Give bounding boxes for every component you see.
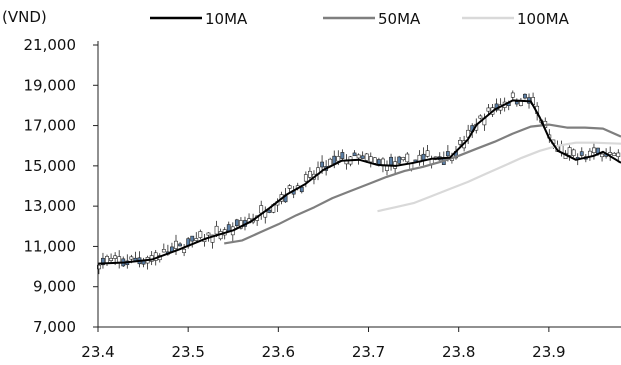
candle-up bbox=[486, 107, 491, 112]
y-tick-label: 11,000 bbox=[24, 237, 77, 255]
candle-up bbox=[600, 153, 604, 158]
candle-up bbox=[405, 153, 410, 163]
candle-up bbox=[194, 238, 199, 241]
candle-down bbox=[226, 224, 231, 232]
candle-up bbox=[385, 165, 389, 171]
candle-up bbox=[592, 147, 596, 153]
candle-up bbox=[97, 264, 101, 270]
series-line-10ma bbox=[97, 99, 621, 265]
candle-up bbox=[198, 231, 203, 238]
series-line-100ma bbox=[377, 141, 621, 213]
candle-up bbox=[206, 232, 211, 236]
candle-down bbox=[352, 152, 357, 157]
candle-up bbox=[368, 156, 373, 163]
candle-down bbox=[360, 155, 365, 159]
candle-up bbox=[336, 156, 341, 162]
candle-up bbox=[425, 150, 430, 157]
moving-average-lines bbox=[97, 99, 621, 265]
x-tick-label: 23.7 bbox=[352, 343, 385, 361]
candle-up bbox=[214, 225, 219, 235]
candle-up bbox=[303, 174, 308, 182]
candle-up bbox=[510, 92, 515, 98]
candle-up bbox=[129, 256, 134, 260]
candle-up bbox=[401, 157, 406, 161]
candle-down bbox=[299, 186, 304, 193]
candle-up bbox=[608, 152, 613, 155]
legend-label-50ma: 50MA bbox=[378, 10, 421, 28]
candle-up bbox=[372, 157, 377, 164]
candle-up bbox=[458, 139, 462, 145]
candle-down bbox=[445, 151, 450, 157]
candle-down bbox=[514, 101, 519, 105]
x-tick-label: 23.9 bbox=[532, 343, 565, 361]
candle-up bbox=[571, 149, 576, 156]
series-line-50ma bbox=[224, 123, 621, 245]
candle-up bbox=[616, 152, 621, 157]
y-tick-label: 15,000 bbox=[24, 157, 77, 175]
y-tick-label: 13,000 bbox=[24, 197, 77, 215]
y-tick-label: 17,000 bbox=[24, 117, 77, 135]
candle-up bbox=[161, 249, 166, 253]
candle-up bbox=[356, 154, 361, 159]
x-tick-label: 23.8 bbox=[442, 343, 475, 361]
x-tick-label: 23.4 bbox=[81, 343, 114, 361]
candle-down bbox=[234, 219, 239, 227]
candle-down bbox=[523, 93, 527, 99]
candle-down bbox=[332, 155, 337, 165]
x-tick-label: 23.5 bbox=[171, 343, 204, 361]
candle-down bbox=[579, 151, 584, 156]
candle-down bbox=[101, 257, 105, 266]
legend-label-10ma: 10MA bbox=[205, 10, 248, 28]
legend: 10MA 50MA 100MA bbox=[150, 10, 570, 28]
candle-up bbox=[210, 234, 215, 243]
y-axis-unit-label: (VND) bbox=[2, 8, 47, 26]
candle-down bbox=[320, 161, 324, 168]
y-tick-label: 19,000 bbox=[24, 76, 77, 94]
legend-label-100ma: 100MA bbox=[517, 10, 570, 28]
candle-up bbox=[117, 256, 122, 263]
candle-up bbox=[174, 240, 178, 249]
candle-down bbox=[389, 156, 393, 166]
candle-up bbox=[567, 147, 572, 156]
candle-up bbox=[308, 170, 312, 178]
candle-up bbox=[109, 257, 113, 261]
candle-down bbox=[178, 243, 182, 247]
candle-up bbox=[612, 152, 617, 156]
candle-down bbox=[267, 209, 272, 213]
axes: 7,000 9,000 11,000 13,000 15,000 17,000 19,000… bbox=[24, 36, 621, 361]
candle-up bbox=[239, 220, 243, 229]
candle-up bbox=[259, 205, 264, 214]
y-tick-label: 9,000 bbox=[33, 278, 76, 296]
x-tick-label: 23.6 bbox=[262, 343, 295, 361]
candle-up bbox=[364, 153, 369, 161]
candle-down bbox=[340, 152, 345, 159]
candle-down bbox=[421, 153, 426, 161]
y-tick-label: 21,000 bbox=[24, 36, 77, 54]
candle-up bbox=[287, 185, 292, 189]
candle-up bbox=[478, 115, 483, 119]
candle-up bbox=[182, 248, 187, 253]
candle-down bbox=[397, 156, 402, 164]
candle-down bbox=[190, 235, 195, 242]
price-candles bbox=[97, 90, 621, 275]
candle-up bbox=[113, 255, 118, 259]
y-tick-label: 7,000 bbox=[33, 318, 76, 336]
